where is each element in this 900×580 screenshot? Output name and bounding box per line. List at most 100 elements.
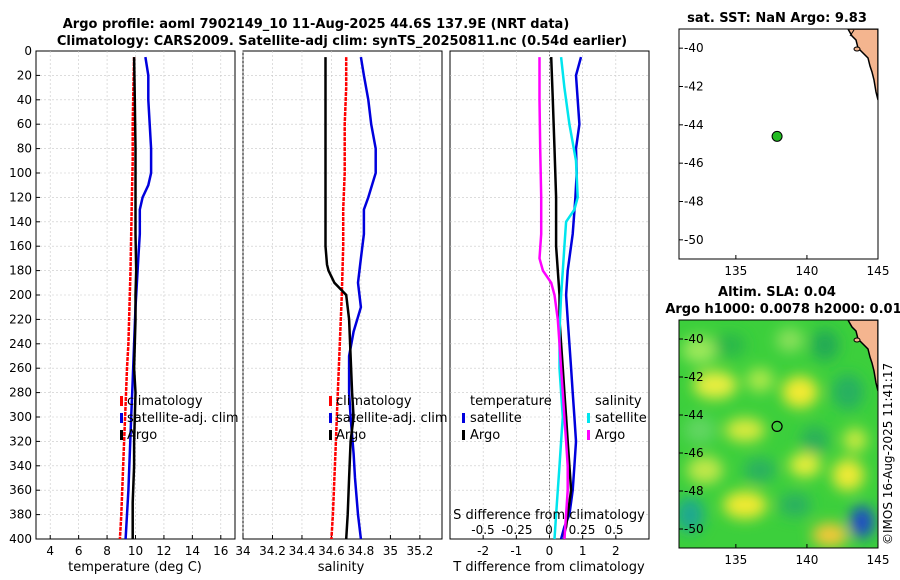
argo-float-marker [771,130,783,142]
sla-heatmap [679,320,878,548]
series-satellite-adj-clim [347,56,377,540]
x-tick-label: 16 [213,544,228,558]
x-tick-label: 8 [103,544,111,558]
map-x-tick-label: 145 [867,553,890,567]
x-tick-label: -1 [510,544,522,558]
series-climatology [330,57,348,540]
y-tick-label: 380 [9,508,32,522]
series-t-satellite [559,56,583,540]
island [853,337,861,343]
series-satellite-adj-clim [124,56,153,540]
y-tick-label: 260 [9,361,32,375]
title-line-2: Climatology: CARS2009. Satellite-adj cli… [57,34,627,49]
y-tick-label: 120 [9,190,32,204]
legend-argo: Argo [336,428,366,443]
map-y-tick-label: -48 [684,484,704,498]
x-tick-label: 35.2 [407,544,434,558]
legend-swatch-s-argo [587,430,590,440]
x-tick-label: 6 [75,544,83,558]
legend-t-argo: Argo [470,428,500,443]
x-tick-label: -2 [477,544,489,558]
y-tick-label: 320 [9,434,32,448]
legend-swatch-argo [329,430,332,440]
legend-swatch-climatology [120,396,123,406]
x-tick-label: 12 [156,544,171,558]
y-tick-label: 40 [17,93,32,107]
x-tick-label: 14 [185,544,200,558]
legend-swatch-satellite [329,413,332,423]
series-s-argo [538,57,569,540]
legend-swatch-climatology [329,396,332,406]
legend-swatch-t-argo [462,430,465,440]
y-tick-label: 240 [9,337,32,351]
x-tick-label: 34 [235,544,250,558]
imos-watermark: ©IMOS 16-Aug-2025 11:41:17 [881,363,895,545]
legend-argo: Argo [127,428,157,443]
y-tick-label: 280 [9,386,32,400]
sla-map-title-2: Argo h1000: 0.0078 h2000: 0.019 [665,302,900,317]
s-diff-tick-label: -0.25 [501,523,532,537]
y-tick-label: 340 [9,459,32,473]
y-tick-label: 180 [9,264,32,278]
temperature-xlabel: temperature (deg C) [68,560,202,575]
difference-legend: temperature satellite Argo salinity sate… [462,394,647,443]
map-y-tick-label: -40 [684,332,704,346]
x-tick-label: 1 [579,544,587,558]
y-tick-label: 400 [9,532,32,546]
series-climatology [118,57,136,540]
legend-swatch-s-satellite [587,413,590,423]
x-tick-label: 34.4 [289,544,316,558]
series-s-satellite [553,56,579,540]
y-tick-label: 20 [17,68,32,82]
x-tick-label: 34.2 [259,544,286,558]
y-tick-label: 300 [9,410,32,424]
s-diff-tick-label: -0.5 [471,523,494,537]
x-tick-label: 34.8 [348,544,375,558]
legend-swatch-argo [120,430,123,440]
x-tick-label: 10 [128,544,143,558]
coast-detail [849,29,855,37]
land-tasmania [847,320,878,392]
salinity-panel: 34 34.2 34.4 34.6 34.8 35 35.2 salinity climat… [235,50,448,575]
y-tick-label: 220 [9,312,32,326]
map-y-tick-label: -50 [684,522,704,536]
argo-float-marker [771,420,783,432]
legend-s-argo: Argo [595,428,625,443]
s-diff-tick-label: 0 [545,523,553,537]
sla-map-title-1: Altim. SLA: 0.04 [718,285,836,300]
sst-map-title: sat. SST: NaN Argo: 9.83 [687,11,867,26]
legend-satellite-adj: satellite-adj. clim [127,411,239,426]
map-y-tick-label: -46 [684,446,704,460]
y-tick-label: 100 [9,166,32,180]
y-tick-label: 60 [17,117,32,131]
map-y-tick-label: -44 [684,408,704,422]
map-y-tick-label: -48 [684,195,704,209]
legend-temperature-title: temperature [470,394,552,409]
series-argo [131,57,138,539]
sla-map-panel: Altim. SLA: 0.04 Argo h1000: 0.0078 h200… [665,285,900,567]
sst-map-panel: sat. SST: NaN Argo: 9.83 135 140 145 -40 -42… [678,11,890,278]
x-tick-label: 35 [383,544,398,558]
x-tick-label: 0 [546,544,554,558]
map-x-tick-label: 140 [795,264,818,278]
title-line-1: Argo profile: aoml 7902149_10 11-Aug-202… [63,17,570,32]
map-x-tick-label: 135 [724,553,747,567]
difference-top-label: S difference from climatology [453,508,645,523]
map-y-tick-label: -44 [684,118,704,132]
legend-salinity-title: salinity [595,394,642,409]
temperature-legend: climatology satellite-adj. clim Argo [120,394,239,443]
legend-t-satellite: satellite [470,411,522,426]
s-diff-tick-label: 0.25 [569,523,596,537]
island [853,46,861,52]
temperature-panel: 0 20 40 60 80 100 120 140 160 180 200 220 240 260 280 3… [9,44,239,575]
map-y-tick-label: -42 [684,80,704,94]
y-tick-label: 80 [17,142,32,156]
map-y-tick-label: -46 [684,156,704,170]
series-t-argo [549,57,573,539]
map-x-tick-label: 145 [867,264,890,278]
salinity-legend: climatology satellite-adj. clim Argo [329,394,448,443]
x-tick-label: 4 [46,544,54,558]
map-y-tick-label: -40 [684,41,704,55]
legend-swatch-t-satellite [462,413,465,423]
land-tasmania [847,29,878,101]
